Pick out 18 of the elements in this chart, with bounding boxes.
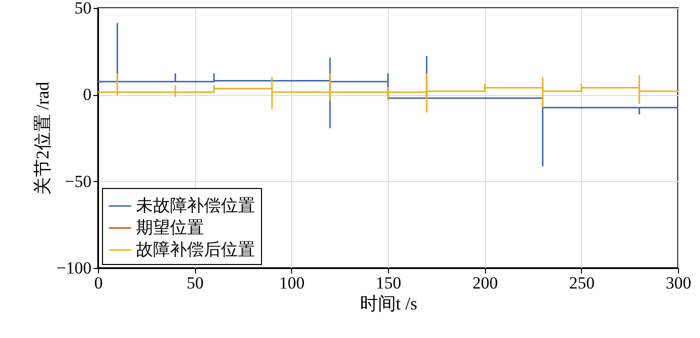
x-tick-label: 250 [569,274,595,292]
legend-label: 期望位置 [136,218,204,237]
y-axis-title: 关节2位置 /rad [32,82,52,196]
x-tick-label: 0 [94,274,103,292]
legend-label: 未故障补偿位置 [136,196,255,215]
legend-label: 故障补偿后位置 [136,240,255,259]
y-tick-label: −50 [64,172,92,191]
x-axis-title: 时间t /s [360,294,418,314]
line-series [98,22,678,166]
x-tick-label: 100 [279,274,305,292]
x-tick-label: 200 [472,274,498,292]
x-tick-label: 150 [376,274,402,292]
x-tick-label: 50 [186,274,204,292]
x-tick-label: 300 [666,274,692,292]
y-tick-label: 0 [83,85,92,104]
y-tick-label: 50 [74,0,92,18]
y-tick-label: −100 [56,258,92,278]
line-series [98,73,678,113]
